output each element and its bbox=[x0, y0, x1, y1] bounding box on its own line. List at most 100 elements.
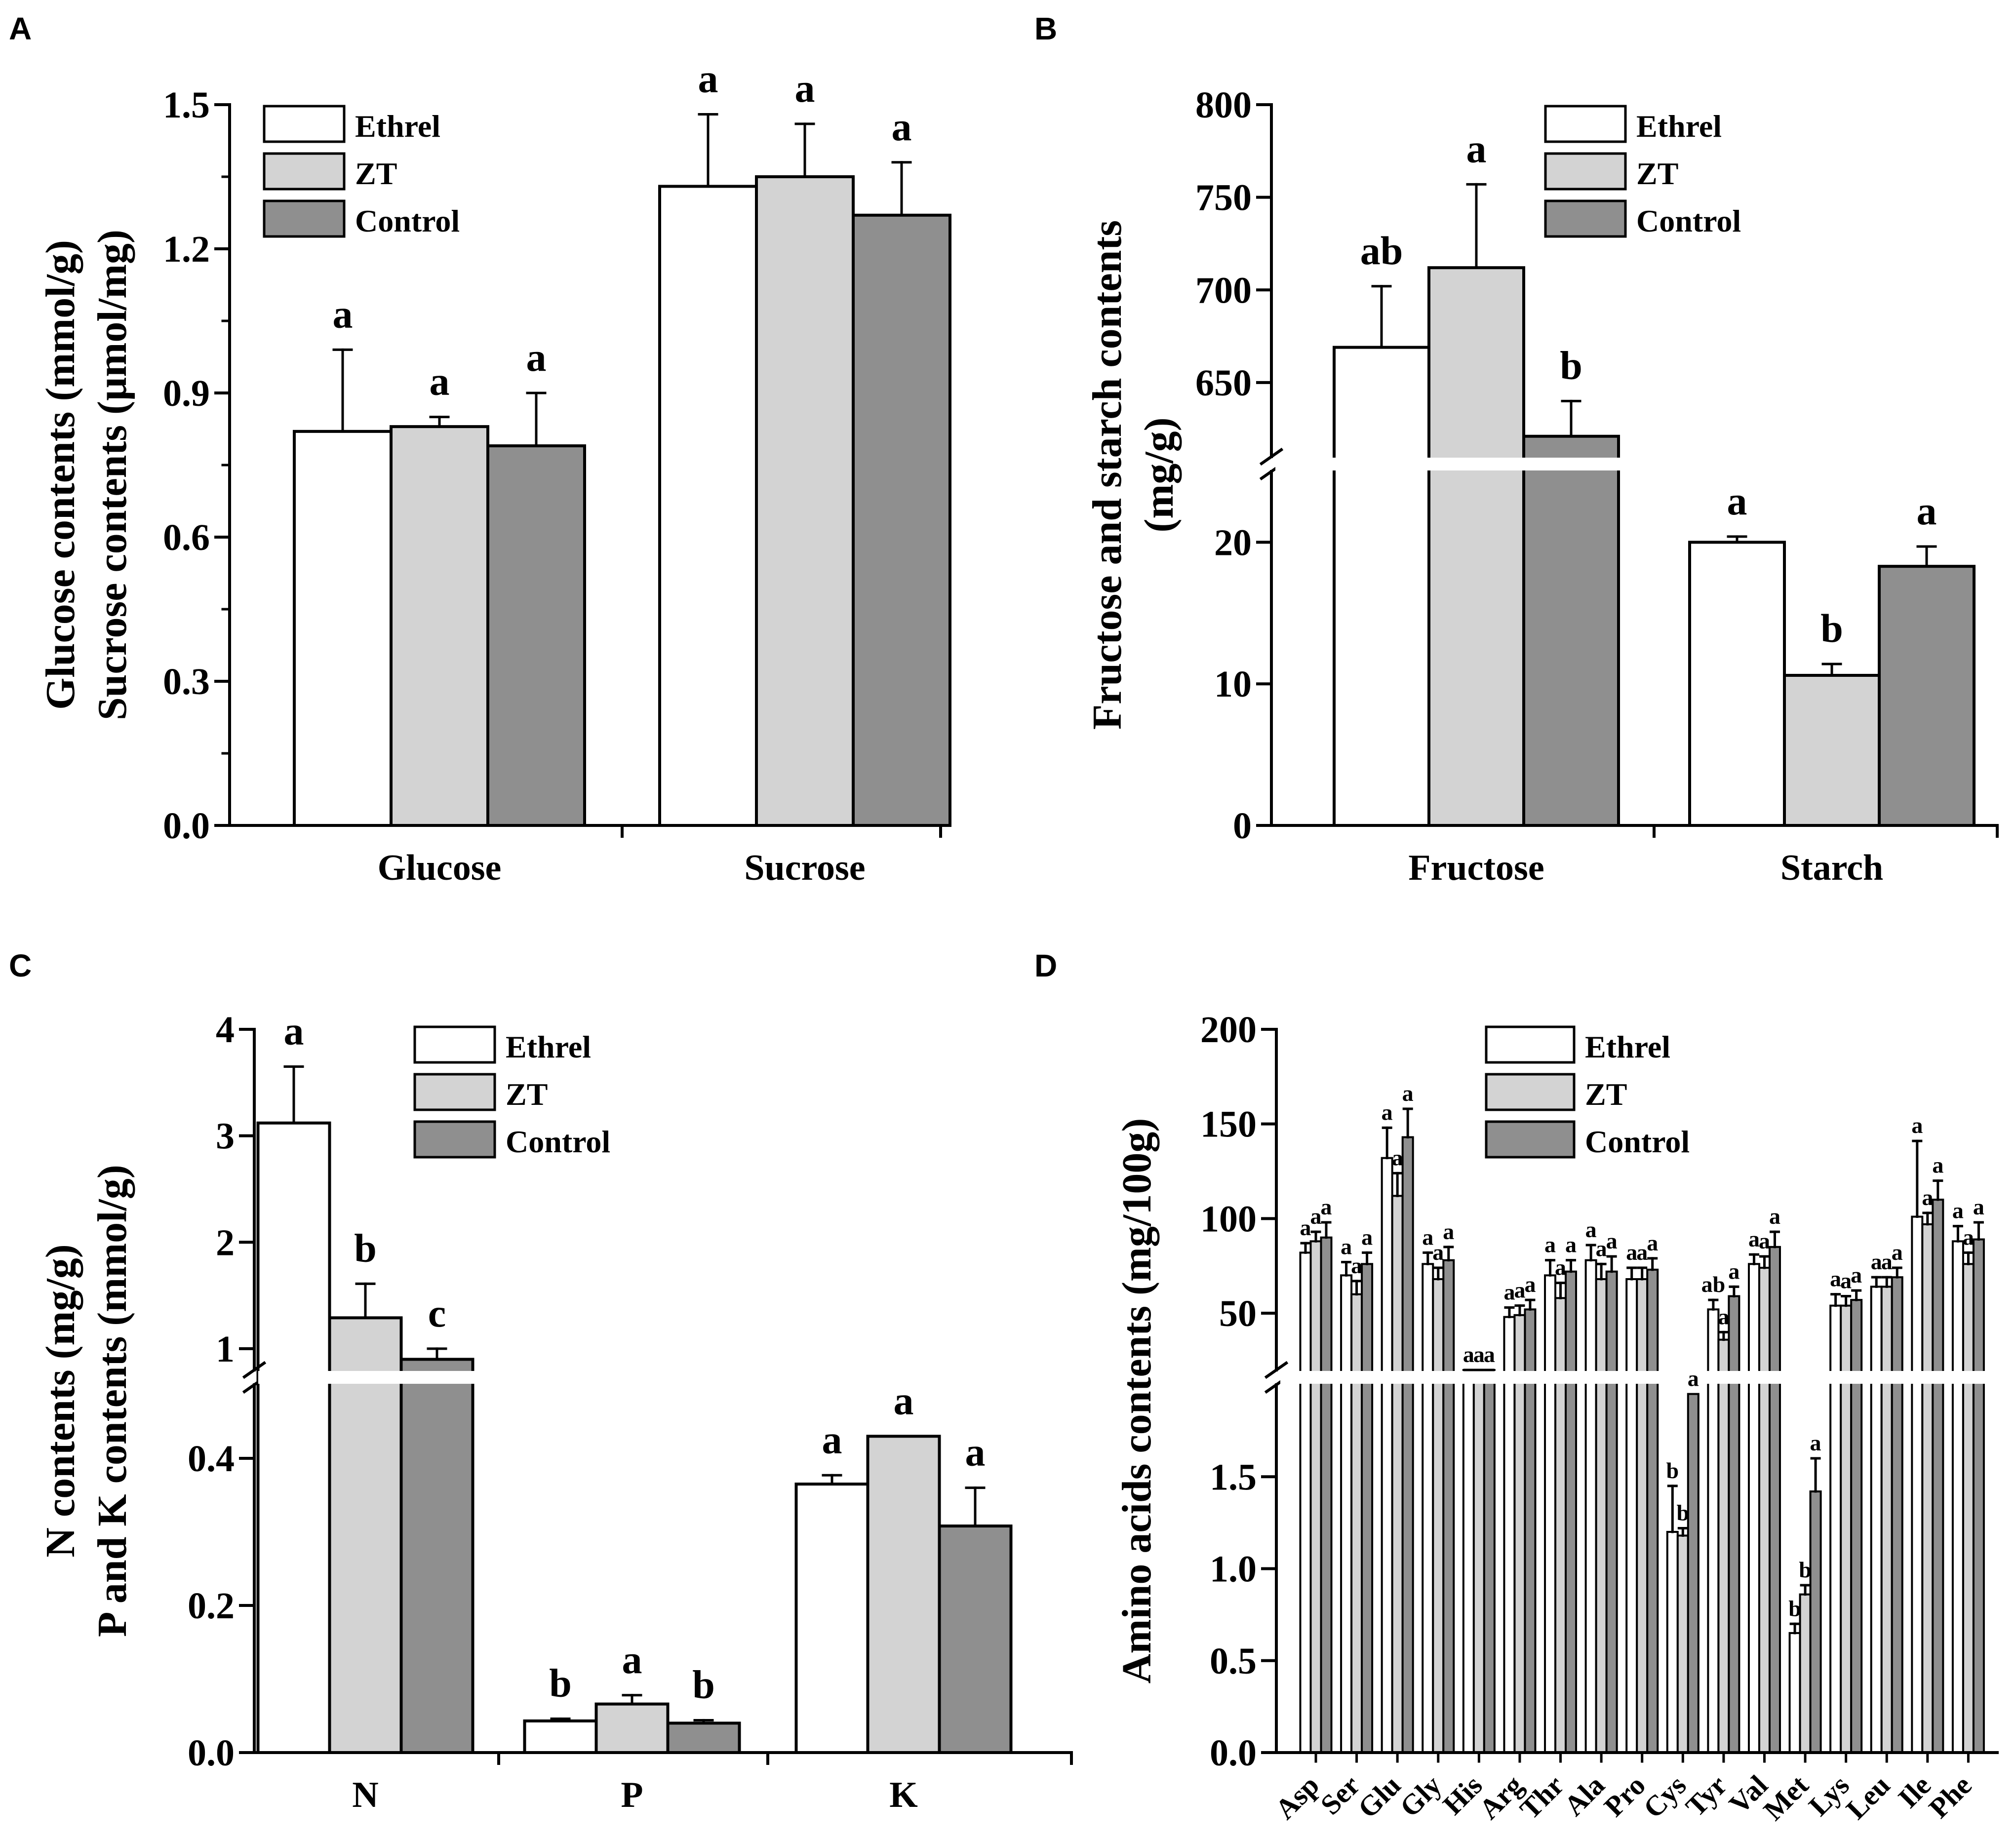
bar-control-gly bbox=[1442, 1259, 1455, 1754]
significance-label: a bbox=[1727, 478, 1747, 523]
bar-control-lys bbox=[1850, 1299, 1863, 1754]
y-tick-label: 1.0 bbox=[1210, 1549, 1257, 1590]
x-tick-label-leu: Leu bbox=[1840, 1769, 1896, 1825]
legend-label-control: Control bbox=[1585, 1124, 1690, 1159]
x-tick-label-phe: Phe bbox=[1923, 1769, 1978, 1824]
legend-swatch-zt bbox=[1485, 1073, 1576, 1111]
legend-swatch-control bbox=[1485, 1120, 1576, 1159]
panel-c: C N contents (mg/g) P and K contents (mmol… bbox=[9, 948, 1075, 1815]
bar-control-k bbox=[938, 1524, 1013, 1755]
significance-label: a bbox=[1748, 1226, 1760, 1251]
axis-break-mark bbox=[1259, 447, 1284, 466]
significance-label: a bbox=[1840, 1268, 1852, 1293]
bar-ethrel-glu bbox=[1381, 1157, 1393, 1754]
y-tick-label: 0.0 bbox=[188, 1732, 235, 1774]
significance-label: a bbox=[1466, 126, 1487, 171]
significance-label: ab bbox=[1701, 1272, 1726, 1297]
significance-label: a bbox=[1310, 1204, 1322, 1229]
legend-swatch-ethrel bbox=[413, 1025, 496, 1064]
axis-break-mark bbox=[242, 1361, 267, 1379]
legend-swatch-control bbox=[263, 199, 346, 238]
bar-ethrel-ala bbox=[1584, 1259, 1597, 1754]
significance-label: a bbox=[1952, 1198, 1964, 1223]
bar-control-asp bbox=[1320, 1236, 1333, 1754]
legend-swatch-ethrel bbox=[263, 105, 346, 143]
y-tick-label: 20 bbox=[1214, 522, 1252, 563]
significance-label: a bbox=[1922, 1185, 1933, 1210]
significance-label: a bbox=[1851, 1262, 1862, 1288]
bar-control-tyr bbox=[1728, 1295, 1740, 1754]
bar-zt-his bbox=[1472, 1369, 1485, 1754]
bar-zt-phe bbox=[1962, 1263, 1975, 1754]
bar-control-phe bbox=[1972, 1238, 1985, 1754]
y-tick-label: 2 bbox=[216, 1222, 235, 1263]
legend-label-control: Control bbox=[355, 203, 460, 238]
bar-zt-glu bbox=[1391, 1195, 1404, 1754]
significance-label: a bbox=[1484, 1342, 1495, 1367]
bar-control-ser bbox=[1361, 1263, 1374, 1754]
legend-swatch-control bbox=[413, 1120, 496, 1159]
y-tick-label: 800 bbox=[1195, 84, 1252, 126]
x-tick-label-fructose: Fructose bbox=[1408, 848, 1544, 888]
bar-ethrel-ile bbox=[1911, 1215, 1924, 1754]
significance-label: b bbox=[692, 1662, 715, 1707]
significance-label: a bbox=[1626, 1240, 1637, 1265]
bar-control-pro bbox=[1646, 1268, 1659, 1754]
y-tick-label: 0.0 bbox=[163, 805, 210, 847]
y-tick-label: 750 bbox=[1195, 177, 1252, 219]
panel-b: B Fructose and starch contents (mg/g) Fruct… bbox=[1034, 11, 2001, 888]
axis-break-band bbox=[1280, 1371, 2001, 1384]
bar-control-ile bbox=[1932, 1199, 1944, 1754]
y-tick-label: 0 bbox=[1233, 805, 1252, 847]
x-tick-label-p: P bbox=[621, 1775, 643, 1815]
bar-ethrel-n bbox=[256, 1121, 331, 1754]
bar-control-met bbox=[1809, 1490, 1822, 1754]
bar-zt-pro bbox=[1636, 1278, 1649, 1754]
bar-control-n bbox=[399, 1358, 474, 1754]
significance-label: a bbox=[1759, 1228, 1770, 1253]
legend-swatch-control bbox=[1544, 199, 1627, 238]
bar-ethrel-gly bbox=[1422, 1263, 1434, 1754]
legend-swatch-ethrel bbox=[1544, 105, 1627, 143]
y-axis-label: N contents (mg/g) bbox=[38, 1244, 83, 1558]
axis-break-band bbox=[258, 1371, 1075, 1384]
legend-label-ethrel: Ethrel bbox=[1636, 109, 1722, 144]
bar-control-p bbox=[666, 1721, 741, 1754]
bar-control-glucose bbox=[486, 444, 586, 827]
significance-label: b bbox=[1666, 1458, 1679, 1483]
bar-zt-thr bbox=[1554, 1297, 1567, 1754]
bar-ethrel-val bbox=[1747, 1263, 1760, 1754]
legend-swatch-zt bbox=[1544, 152, 1627, 191]
legend-label-ethrel: Ethrel bbox=[355, 109, 440, 144]
bar-ethrel-pro bbox=[1625, 1278, 1638, 1754]
significance-label: a bbox=[1392, 1145, 1403, 1170]
significance-label: a bbox=[1830, 1266, 1841, 1291]
legend-swatch-zt bbox=[413, 1073, 496, 1111]
significance-label: a bbox=[892, 104, 912, 149]
y-tick-label: 0.6 bbox=[163, 517, 210, 558]
y-tick-label: 0.9 bbox=[163, 373, 210, 414]
significance-label: b bbox=[1788, 1596, 1801, 1621]
y-tick-label: 100 bbox=[1200, 1198, 1257, 1240]
significance-label: a bbox=[822, 1417, 842, 1462]
significance-label: a bbox=[1402, 1081, 1414, 1106]
x-tick-label-glucose: Glucose bbox=[378, 848, 502, 888]
y-tick-label: 700 bbox=[1195, 270, 1252, 311]
significance-label: b bbox=[1799, 1557, 1812, 1582]
bar-zt-n bbox=[328, 1316, 403, 1754]
significance-label: a bbox=[1911, 1113, 1923, 1138]
significance-label: b bbox=[1676, 1500, 1689, 1525]
significance-label: a bbox=[1606, 1228, 1618, 1253]
bar-zt-ala bbox=[1595, 1278, 1608, 1754]
bar-control-cys bbox=[1687, 1393, 1700, 1754]
significance-label: a bbox=[1351, 1253, 1362, 1278]
x-tick-label-starch: Starch bbox=[1780, 848, 1883, 888]
bar-zt-tyr bbox=[1717, 1338, 1730, 1754]
y-tick-label: 4 bbox=[216, 1009, 235, 1051]
significance-label: a bbox=[1514, 1278, 1525, 1303]
bar-zt-ser bbox=[1350, 1293, 1363, 1754]
bar-zt-gly bbox=[1432, 1278, 1445, 1754]
x-tick-label-sucrose: Sucrose bbox=[744, 848, 865, 888]
